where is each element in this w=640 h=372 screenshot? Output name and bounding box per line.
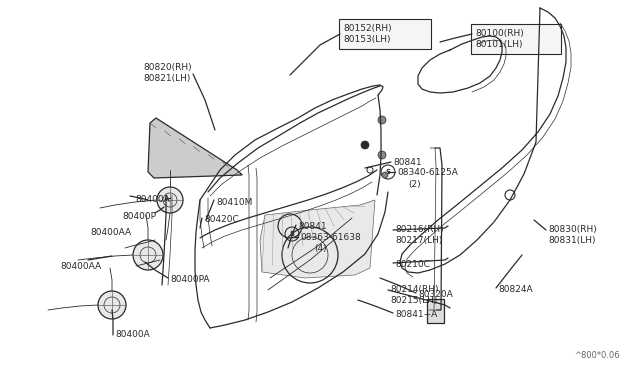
Text: (2): (2)	[408, 180, 420, 189]
Text: 80821(LH): 80821(LH)	[143, 74, 190, 83]
Text: 80153(LH): 80153(LH)	[343, 35, 390, 44]
Text: 80215(LH): 80215(LH)	[390, 296, 437, 305]
Text: 80400PA: 80400PA	[170, 275, 209, 284]
Text: 80420C: 80420C	[204, 215, 239, 224]
Text: 08340-6125A: 08340-6125A	[397, 168, 458, 177]
FancyBboxPatch shape	[427, 299, 444, 323]
Polygon shape	[148, 118, 242, 178]
Text: 80101(LH): 80101(LH)	[475, 40, 522, 49]
Text: 80400A: 80400A	[115, 330, 150, 339]
Circle shape	[157, 187, 183, 213]
Text: 80320A: 80320A	[418, 290, 452, 299]
Circle shape	[361, 141, 369, 149]
Text: 80400AA: 80400AA	[90, 228, 131, 237]
FancyBboxPatch shape	[471, 24, 561, 54]
Text: 80824A: 80824A	[498, 285, 532, 294]
Circle shape	[133, 240, 163, 270]
Text: 80214(RH): 80214(RH)	[390, 285, 438, 294]
Text: ^800*0.06: ^800*0.06	[574, 351, 620, 360]
Circle shape	[378, 151, 386, 159]
Text: 80841+A: 80841+A	[395, 310, 437, 319]
Text: (4): (4)	[314, 244, 326, 253]
FancyBboxPatch shape	[339, 19, 431, 49]
Circle shape	[382, 172, 388, 178]
Text: 08363-61638: 08363-61638	[300, 233, 361, 242]
Text: 80100(RH): 80100(RH)	[475, 29, 524, 38]
Text: 80820(RH): 80820(RH)	[143, 63, 191, 72]
Text: 80400AA: 80400AA	[60, 262, 101, 271]
Text: 80400P: 80400P	[122, 212, 156, 221]
Text: 80841: 80841	[298, 222, 326, 231]
Text: 80400A: 80400A	[135, 195, 170, 204]
Circle shape	[378, 116, 386, 124]
Text: 80217(LH): 80217(LH)	[395, 236, 442, 245]
Circle shape	[98, 291, 126, 319]
Text: 80216(RH): 80216(RH)	[395, 225, 444, 234]
Text: 80410M: 80410M	[216, 198, 252, 207]
Text: 80830(RH): 80830(RH)	[548, 225, 596, 234]
Text: S: S	[385, 169, 390, 175]
Text: 80210C: 80210C	[395, 260, 430, 269]
Text: S: S	[289, 231, 294, 237]
Text: 80841: 80841	[393, 158, 422, 167]
Text: 80831(LH): 80831(LH)	[548, 236, 595, 245]
Text: 80152(RH): 80152(RH)	[343, 24, 392, 33]
Polygon shape	[260, 200, 375, 278]
